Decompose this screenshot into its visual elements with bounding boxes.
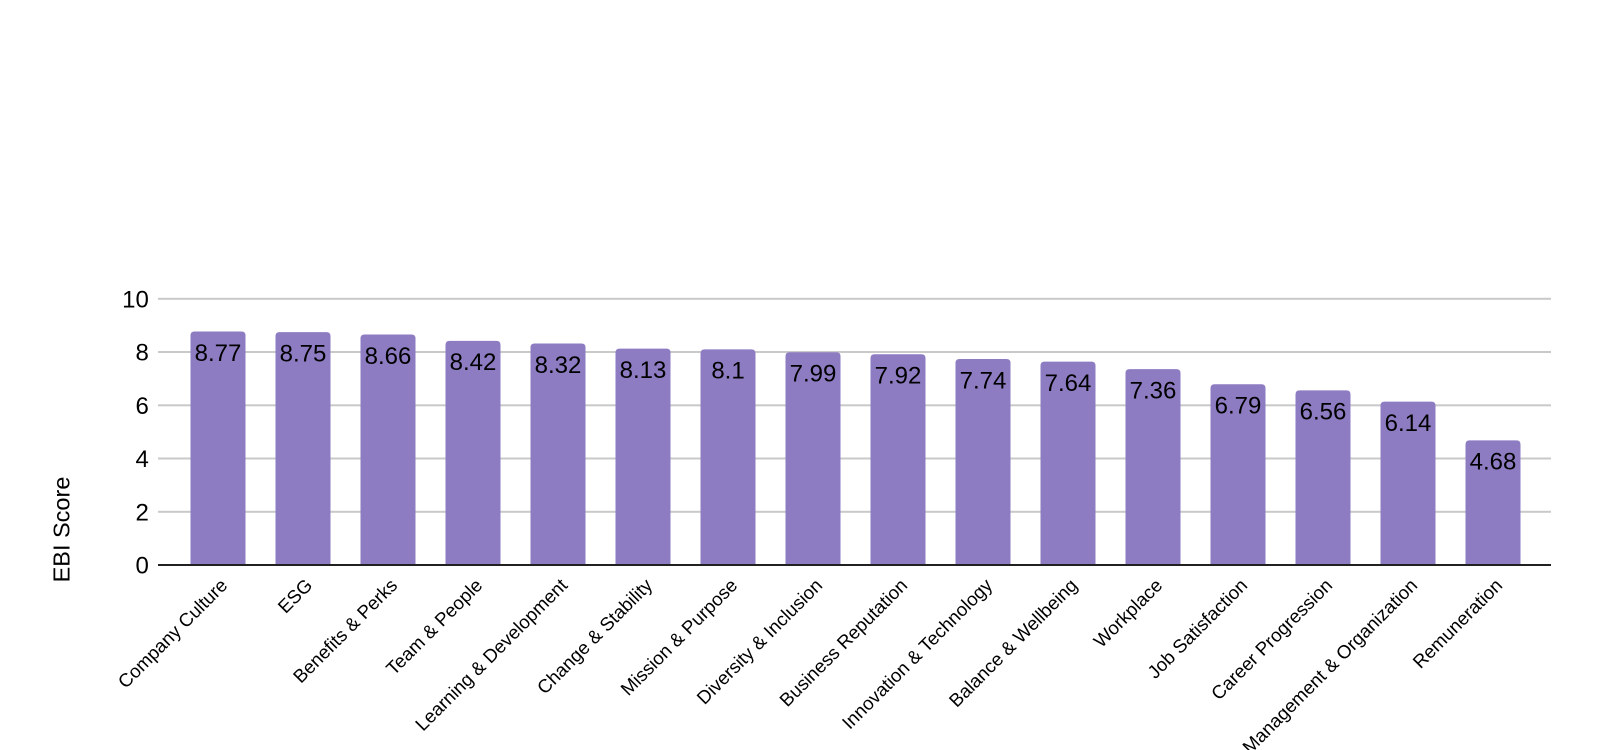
svg-text:6.56: 6.56 — [1300, 399, 1347, 426]
svg-text:7.36: 7.36 — [1130, 377, 1177, 404]
svg-text:7.74: 7.74 — [960, 367, 1007, 394]
svg-text:8.77: 8.77 — [195, 340, 242, 367]
svg-text:7.92: 7.92 — [875, 363, 922, 390]
svg-text:8.66: 8.66 — [365, 343, 412, 370]
svg-text:8.13: 8.13 — [620, 357, 667, 384]
svg-text:6: 6 — [135, 393, 148, 420]
svg-text:8.42: 8.42 — [450, 349, 497, 376]
svg-text:EBI Score: EBI Score — [49, 477, 75, 583]
svg-text:0: 0 — [135, 553, 148, 580]
svg-text:2: 2 — [135, 499, 148, 526]
svg-text:8.32: 8.32 — [535, 352, 582, 379]
svg-text:8.75: 8.75 — [280, 340, 327, 367]
svg-text:6.14: 6.14 — [1385, 410, 1432, 437]
svg-text:8: 8 — [135, 340, 148, 367]
svg-text:6.79: 6.79 — [1215, 393, 1262, 420]
svg-text:7.64: 7.64 — [1045, 370, 1092, 397]
svg-text:10: 10 — [122, 286, 149, 313]
svg-text:7.99: 7.99 — [790, 361, 837, 388]
svg-text:4: 4 — [135, 446, 148, 473]
svg-text:8.1: 8.1 — [711, 358, 744, 385]
svg-text:4.68: 4.68 — [1470, 449, 1517, 476]
